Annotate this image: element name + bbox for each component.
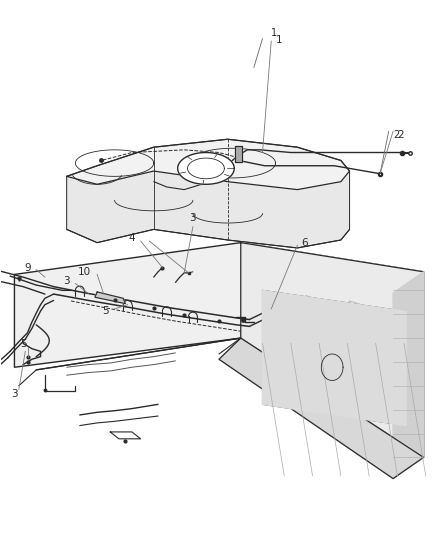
Polygon shape: [14, 243, 424, 457]
Text: 4: 4: [129, 233, 135, 244]
Text: 10: 10: [78, 267, 91, 277]
Text: 5: 5: [102, 306, 109, 316]
Text: 3: 3: [11, 389, 18, 399]
Text: 2: 2: [397, 130, 404, 140]
Text: 3: 3: [190, 213, 196, 223]
Text: 5: 5: [20, 340, 26, 350]
Polygon shape: [67, 139, 350, 190]
Text: 1: 1: [276, 35, 282, 45]
Text: 1: 1: [271, 28, 277, 38]
Polygon shape: [235, 146, 242, 161]
Polygon shape: [178, 152, 234, 184]
Polygon shape: [393, 272, 424, 479]
Text: 2: 2: [393, 130, 399, 140]
Polygon shape: [219, 338, 424, 479]
Polygon shape: [95, 292, 125, 304]
Text: 6: 6: [302, 238, 308, 248]
Text: 3: 3: [64, 276, 70, 286]
Polygon shape: [262, 290, 406, 425]
Polygon shape: [67, 139, 350, 248]
Polygon shape: [241, 243, 424, 457]
Text: 9: 9: [24, 263, 31, 272]
